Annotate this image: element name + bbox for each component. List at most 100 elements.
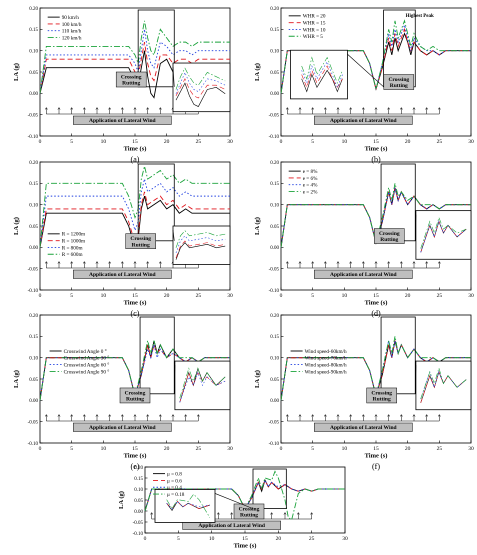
wind-arrow-head: [146, 261, 150, 264]
x-tick-label: 30: [342, 536, 348, 542]
wind-label: Application of Lateral Wind: [330, 272, 397, 278]
x-tick-label: 10: [342, 139, 348, 145]
zoom-series-line-3: [420, 220, 467, 253]
y-tick-label: 0.00: [270, 246, 279, 251]
wind-arrow-head: [425, 414, 429, 417]
rutting-label: Rutting: [126, 397, 144, 403]
wind-label: Application of Lateral Wind: [89, 118, 156, 124]
wind-arrow-head: [230, 512, 234, 515]
wind-arrow-head: [387, 107, 391, 110]
legend-entry: e = 4%: [303, 183, 318, 189]
y-axis-label: LA (g): [13, 63, 20, 81]
series-line-2: [39, 191, 230, 248]
y-tick-label: 0.10: [270, 203, 279, 208]
x-tick-label: 25: [196, 293, 202, 299]
crossing-label-box: [366, 387, 397, 404]
y-axis-label: LA (g): [254, 217, 261, 235]
x-tick-label: 0: [280, 293, 283, 299]
y-tick-label: 0.15: [29, 335, 38, 340]
wind-label-box: [314, 115, 413, 125]
x-axis-label: Time (s): [365, 146, 388, 153]
panel-c: 0.20 0.15 0.10 0.05 0.00 -0.05 -0.100 5 10 15 20 25…: [13, 161, 233, 318]
y-tick-label: -0.05: [28, 113, 39, 118]
panel-e: 0.20 0.15 0.10 0.05 0.00 -0.05 -0.100 5 10 15 20 25…: [13, 314, 233, 471]
x-tick-label: 15: [132, 446, 138, 452]
zoom-connector: [414, 214, 417, 241]
y-tick-label: 0.00: [29, 246, 38, 251]
crossing-label-box: [119, 387, 151, 404]
wind-arrow-head: [196, 414, 200, 417]
crossing-region-box: [380, 316, 416, 395]
wind-arrow-head: [425, 107, 429, 110]
x-tick-label: 10: [101, 139, 107, 145]
y-tick-label: 0.20: [29, 7, 38, 12]
zoom-series-line-2: [175, 240, 226, 259]
wind-arrow-head: [311, 261, 315, 264]
x-tick-label: 10: [101, 293, 107, 299]
wind-arrow-head: [108, 107, 112, 110]
wind-arrow-head: [95, 261, 99, 264]
y-tick-label: 0.10: [29, 49, 38, 54]
y-tick-label: 0.05: [134, 499, 143, 504]
rutting-label: Rutting: [373, 397, 391, 403]
x-tick-label: 25: [437, 139, 443, 145]
wind-arrow-head: [361, 261, 365, 264]
y-tick-label: 0.20: [134, 466, 143, 471]
y-tick-label: 0.20: [270, 161, 279, 166]
y-tick-label: 0.05: [270, 378, 279, 383]
wind-arrow-head: [44, 107, 48, 110]
y-tick-label: -0.05: [269, 267, 280, 272]
y-axis-label: LA (g): [254, 370, 261, 388]
wind-arrow-head: [120, 261, 124, 264]
x-tick-label: 10: [342, 293, 348, 299]
wind-label-box: [73, 115, 172, 125]
wind-label: Application of Lateral Wind: [330, 118, 397, 124]
wind-arrow-head: [57, 414, 61, 417]
legend-entry: WHR = 10: [303, 27, 326, 33]
wind-arrow-head: [146, 414, 150, 417]
zoom-inset: [415, 360, 472, 411]
x-tick-label: 30: [227, 139, 233, 145]
zoom-series-line-3: [166, 500, 210, 510]
x-tick-label: 5: [311, 446, 314, 452]
wind-arrow-head: [374, 261, 378, 264]
wind-arrow-head: [57, 107, 61, 110]
x-tick-label: 0: [280, 139, 283, 145]
y-tick-label: 0.20: [270, 7, 279, 12]
x-tick-label: 10: [342, 446, 348, 452]
wind-arrow-head: [133, 414, 137, 417]
y-tick-label: 0.05: [270, 71, 279, 76]
x-tick-label: 5: [177, 536, 180, 542]
legend-entry: Crosswind Angle 0 °: [64, 348, 107, 355]
y-tick-label: 0.15: [270, 182, 279, 187]
zoom-series-line-3: [175, 235, 226, 253]
x-tick-label: 20: [164, 139, 170, 145]
wind-arrow-head: [323, 107, 327, 110]
panel-g: 0.20 0.15 0.10 0.05 0.00 -0.05 -0.100 5 10 15 20 25…: [118, 466, 348, 555]
y-tick-label: 0.10: [270, 49, 279, 54]
legend-entry: μ = 0.18: [167, 492, 185, 498]
y-tick-label: 0.20: [29, 161, 38, 166]
y-axis-label: LA (g): [13, 370, 20, 388]
wind-arrow-head: [171, 414, 175, 417]
zoom-inset: [290, 49, 348, 100]
wind-arrow-head: [387, 414, 391, 417]
wind-arrow-head: [349, 107, 353, 110]
legend-entry: Wind speed-90km/h: [305, 369, 347, 375]
crossing-region-box: [252, 468, 287, 509]
x-tick-label: 15: [373, 446, 379, 452]
crossing-label-box: [125, 233, 156, 249]
crossing-label: Crossing: [125, 390, 146, 396]
legend-entry: μ = 0.8: [167, 472, 182, 478]
wind-label-box: [182, 520, 281, 530]
series-line-4: [280, 336, 471, 401]
zoom-series-line-1: [175, 242, 226, 260]
x-axis-label: Time (s): [124, 300, 147, 307]
panel-a: 0.20 0.15 0.10 0.05 0.00 -0.05 -0.100 5 10 15 20 25…: [13, 7, 233, 164]
y-tick-label: 0.15: [270, 335, 279, 340]
zoom-connector: [214, 493, 254, 509]
y-tick-label: 0.05: [270, 225, 279, 230]
wind-arrow-head: [311, 414, 315, 417]
x-tick-label: 30: [227, 446, 233, 452]
